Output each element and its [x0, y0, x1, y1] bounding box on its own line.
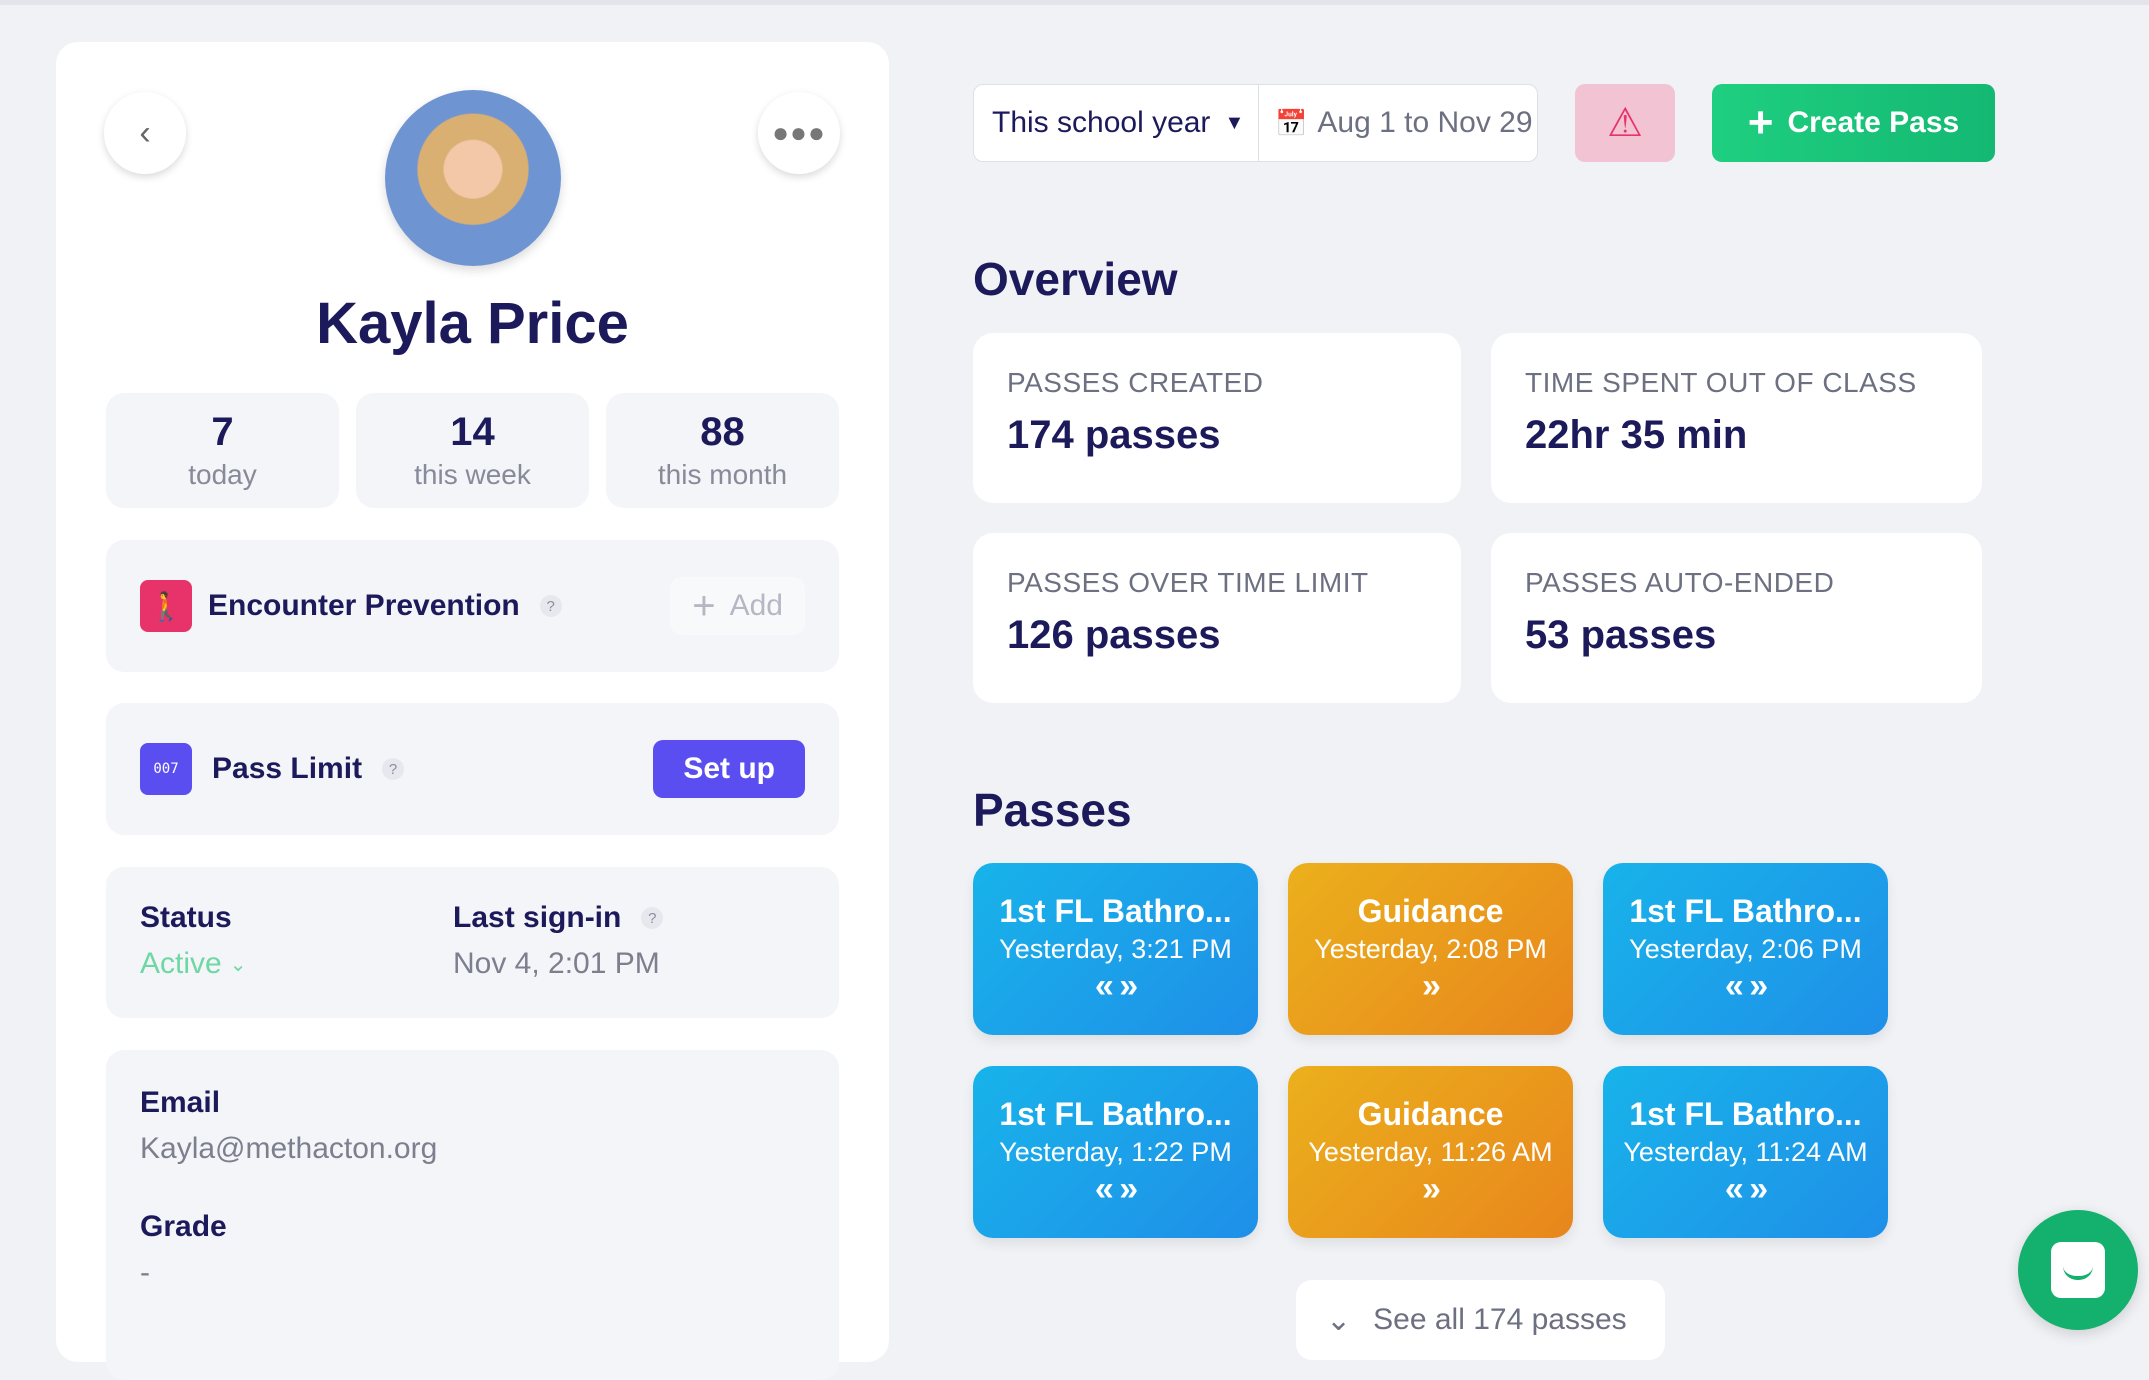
pass-time: Yesterday, 1:22 PM — [999, 1136, 1232, 1167]
help-icon[interactable]: ? — [641, 907, 664, 929]
setup-button[interactable]: Set up — [653, 740, 805, 798]
plus-icon: + — [1747, 98, 1774, 147]
status-label: Status — [140, 901, 232, 934]
more-options-button[interactable]: ●●● — [758, 92, 840, 174]
caret-down-icon: ▼ — [1224, 111, 1245, 134]
range-select[interactable]: This school year ▼ — [974, 85, 1259, 161]
pass-destination: Guidance — [1357, 1095, 1504, 1132]
pass-tile[interactable]: Guidance Yesterday, 2:08 PM» — [1288, 863, 1573, 1035]
card-title: PASSES CREATED — [1007, 367, 1264, 398]
pass-tile[interactable]: 1st FL Bathro... Yesterday, 1:22 PM « » — [973, 1066, 1258, 1238]
status-value: Active — [140, 947, 222, 980]
pass-destination: Guidance — [1357, 892, 1504, 929]
round-trip-icon: « » — [1094, 1169, 1138, 1208]
see-all-passes-button[interactable]: ⌄ See all 174 passes — [1296, 1280, 1665, 1360]
chevron-down-icon: ⌄ — [1326, 1303, 1352, 1337]
contact-section: Email Kayla@methacton.org Grade - — [106, 1050, 839, 1380]
pass-tile[interactable]: 1st FL Bathro... Yesterday, 11:24 AM « » — [1603, 1066, 1888, 1238]
stat-value: 7 — [211, 410, 234, 454]
stat-value: 14 — [450, 410, 495, 454]
card-title: PASSES OVER TIME LIMIT — [1007, 567, 1369, 598]
one-way-icon: » — [1422, 1169, 1441, 1208]
email-value: Kayla@methacton.org — [140, 1132, 438, 1165]
pass-time: Yesterday, 11:24 AM — [1623, 1136, 1868, 1167]
overview-card: PASSES CREATED 174 passes — [973, 333, 1461, 503]
warning-icon: ⚠ — [1607, 101, 1643, 145]
help-icon[interactable]: ? — [382, 758, 405, 780]
pass-destination: 1st FL Bathro... — [999, 1095, 1232, 1132]
overview-card: TIME SPENT OUT OF CLASS 22hr 35 min — [1491, 333, 1982, 503]
stat-label: today — [188, 459, 257, 490]
encounter-prevention-section: 🚶 Encounter Prevention ? + Add — [106, 540, 839, 672]
student-profile-card: ‹ ●●● Kayla Price 7 today 14 this week 88 t… — [56, 42, 889, 1380]
date-range-value: Aug 1 to Nov 29 — [1317, 106, 1533, 139]
last-signin-label: Last sign-in — [453, 901, 622, 934]
chat-icon — [2051, 1242, 2105, 1298]
stat-value: 88 — [700, 410, 745, 454]
last-signin-header: Last sign-in? — [453, 901, 664, 935]
status-dropdown[interactable]: Active ⌄ — [140, 947, 246, 981]
encounter-prevention-label: Encounter Prevention — [208, 589, 520, 622]
pass-time: Yesterday, 3:21 PM — [999, 933, 1232, 964]
see-all-label: See all 174 passes — [1373, 1303, 1627, 1336]
add-label: Add — [729, 589, 783, 622]
stat-week: 14 this week — [356, 393, 589, 508]
more-icon: ●●● — [772, 117, 826, 148]
encounter-prevention-icon: 🚶 — [140, 580, 192, 632]
calendar-icon: 📅 — [1275, 107, 1308, 138]
pass-destination: 1st FL Bathro... — [1629, 892, 1862, 929]
pass-destination: 1st FL Bathro... — [1629, 1095, 1862, 1132]
stat-label: this month — [657, 459, 788, 490]
back-button[interactable]: ‹ — [104, 92, 186, 174]
add-encounter-button[interactable]: + Add — [670, 577, 805, 635]
card-title: TIME SPENT OUT OF CLASS — [1525, 367, 1917, 398]
chevron-down-icon: ⌄ — [229, 953, 247, 976]
pass-time: Yesterday, 11:26 AM — [1308, 1136, 1553, 1167]
pass-tile[interactable]: Guidance Yesterday, 11:26 AM» — [1288, 1066, 1573, 1238]
pass-time: Yesterday, 2:06 PM — [1629, 933, 1862, 964]
last-signin-value: Nov 4, 2:01 PM — [453, 947, 660, 980]
create-pass-button[interactable]: + Create Pass — [1712, 84, 1995, 162]
student-name: Kayla Price — [316, 291, 629, 356]
plus-icon: + — [692, 584, 716, 628]
avatar — [385, 90, 561, 266]
card-value: 53 passes — [1525, 613, 1717, 657]
grade-label: Grade — [140, 1210, 227, 1243]
card-value: 174 passes — [1007, 413, 1221, 457]
card-title: PASSES AUTO-ENDED — [1525, 567, 1835, 598]
overview-card: PASSES AUTO-ENDED 53 passes — [1491, 533, 1982, 703]
date-range-picker[interactable]: 📅 Aug 1 to Nov 29 — [1259, 106, 1533, 140]
one-way-icon: » — [1422, 966, 1441, 1005]
pass-limit-section: 007 Pass Limit ? Set up — [106, 703, 839, 835]
create-pass-label: Create Pass — [1787, 106, 1960, 139]
alert-button[interactable]: ⚠ — [1575, 84, 1675, 162]
pass-time: Yesterday, 2:08 PM — [1314, 933, 1547, 964]
overview-title: Overview — [973, 253, 1178, 305]
pass-limit-icon: 007 — [140, 743, 192, 795]
round-trip-icon: « » — [1094, 966, 1138, 1005]
pass-tile[interactable]: 1st FL Bathro... Yesterday, 3:21 PM « » — [973, 863, 1258, 1035]
passes-title: Passes — [973, 784, 1132, 836]
card-value: 22hr 35 min — [1525, 413, 1748, 457]
pass-tile[interactable]: 1st FL Bathro... Yesterday, 2:06 PM « » — [1603, 863, 1888, 1035]
card-value: 126 passes — [1007, 613, 1221, 657]
pass-limit-label: Pass Limit — [212, 752, 363, 785]
round-trip-icon: « » — [1724, 966, 1768, 1005]
grade-value: - — [140, 1256, 150, 1289]
stat-label: this week — [414, 459, 531, 490]
stat-month: 88 this month — [606, 393, 839, 508]
pass-destination: 1st FL Bathro... — [999, 892, 1232, 929]
top-border — [0, 0, 2149, 5]
help-icon[interactable]: ? — [539, 595, 562, 617]
date-filter: This school year ▼ 📅 Aug 1 to Nov 29 — [973, 84, 1538, 162]
range-select-value: This school year — [992, 106, 1211, 139]
email-label: Email — [140, 1086, 221, 1119]
stat-today: 7 today — [106, 393, 339, 508]
status-section: Status Active ⌄ Last sign-in? Nov 4, 2:01… — [106, 867, 839, 1018]
overview-card: PASSES OVER TIME LIMIT 126 passes — [973, 533, 1461, 703]
chevron-left-icon: ‹ — [139, 113, 151, 152]
round-trip-icon: « » — [1724, 1169, 1768, 1208]
chat-button[interactable] — [2018, 1210, 2138, 1330]
